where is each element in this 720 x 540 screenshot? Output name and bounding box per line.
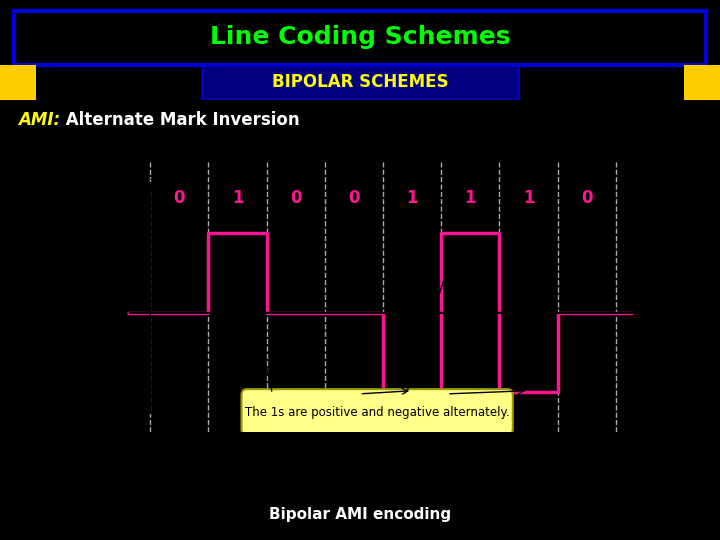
FancyBboxPatch shape: [241, 389, 513, 435]
Text: Time: Time: [664, 313, 694, 326]
Text: 0: 0: [348, 189, 359, 207]
Text: 0: 0: [290, 189, 302, 207]
Text: 0: 0: [174, 189, 185, 207]
Text: BIPOLAR SCHEMES: BIPOLAR SCHEMES: [271, 73, 449, 91]
Text: 0: 0: [581, 189, 593, 207]
Text: Line Coding Schemes: Line Coding Schemes: [210, 25, 510, 49]
Text: AMI:: AMI:: [18, 111, 60, 129]
Text: Alternate Mark Inversion: Alternate Mark Inversion: [60, 111, 300, 129]
FancyBboxPatch shape: [202, 65, 518, 100]
FancyBboxPatch shape: [14, 11, 706, 65]
Text: 1: 1: [232, 189, 243, 207]
Bar: [684, 65, 720, 100]
Text: 1: 1: [406, 189, 418, 207]
Text: Bipolar AMI encoding: Bipolar AMI encoding: [269, 507, 451, 522]
Text: The 1s are positive and negative alternately.: The 1s are positive and negative alterna…: [245, 406, 510, 419]
Text: 1: 1: [523, 189, 534, 207]
Text: 1: 1: [464, 189, 476, 207]
Bar: [0, 65, 36, 100]
Text: Amplitude: Amplitude: [118, 179, 182, 192]
